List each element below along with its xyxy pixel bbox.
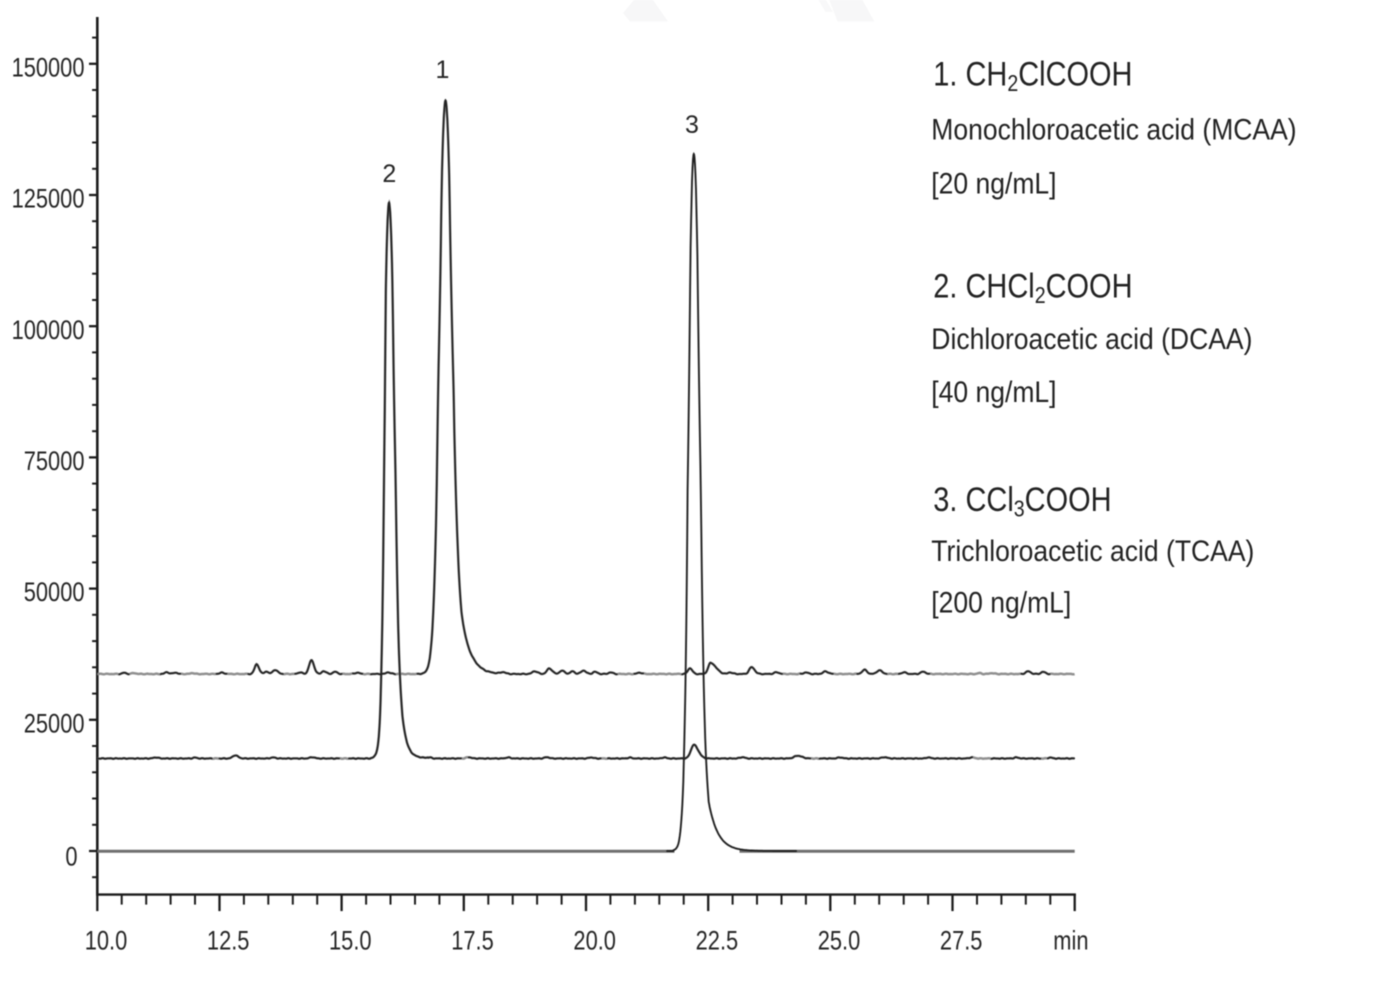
svg-text:1: 1 [436, 56, 450, 84]
svg-text:0: 0 [65, 842, 77, 872]
svg-text:75000: 75000 [24, 447, 85, 477]
svg-text:[40 ng/mL]: [40 ng/mL] [931, 374, 1056, 408]
svg-text:2. CHCl2COOH: 2. CHCl2COOH [933, 266, 1132, 308]
svg-text:Trichloroacetic acid (TCAA): Trichloroacetic acid (TCAA) [931, 533, 1254, 567]
svg-text:1. CH2ClCOOH: 1. CH2ClCOOH [933, 54, 1132, 96]
svg-text:125000: 125000 [12, 185, 85, 215]
svg-text:[20 ng/mL]: [20 ng/mL] [931, 166, 1056, 200]
svg-text:25.0: 25.0 [818, 926, 861, 956]
svg-text:150000: 150000 [12, 53, 85, 83]
svg-text:27.5: 27.5 [940, 926, 983, 956]
svg-text:min: min [1053, 926, 1088, 956]
svg-text:22.5: 22.5 [696, 926, 739, 956]
svg-text:50000: 50000 [24, 578, 85, 608]
svg-text:3: 3 [685, 111, 699, 139]
svg-text:10.0: 10.0 [85, 926, 128, 956]
svg-text:2: 2 [382, 160, 396, 188]
svg-text:12.5: 12.5 [207, 926, 250, 956]
svg-text:[200 ng/mL]: [200 ng/mL] [931, 585, 1071, 619]
svg-text:15.0: 15.0 [329, 926, 372, 956]
svg-text:20.0: 20.0 [573, 926, 616, 956]
svg-text:100000: 100000 [12, 316, 85, 346]
svg-text:Dichloroacetic acid (DCAA): Dichloroacetic acid (DCAA) [931, 322, 1252, 356]
svg-text:Monochloroacetic acid (MCAA): Monochloroacetic acid (MCAA) [931, 112, 1296, 146]
svg-text:25000: 25000 [24, 709, 85, 739]
svg-text:17.5: 17.5 [451, 926, 494, 956]
